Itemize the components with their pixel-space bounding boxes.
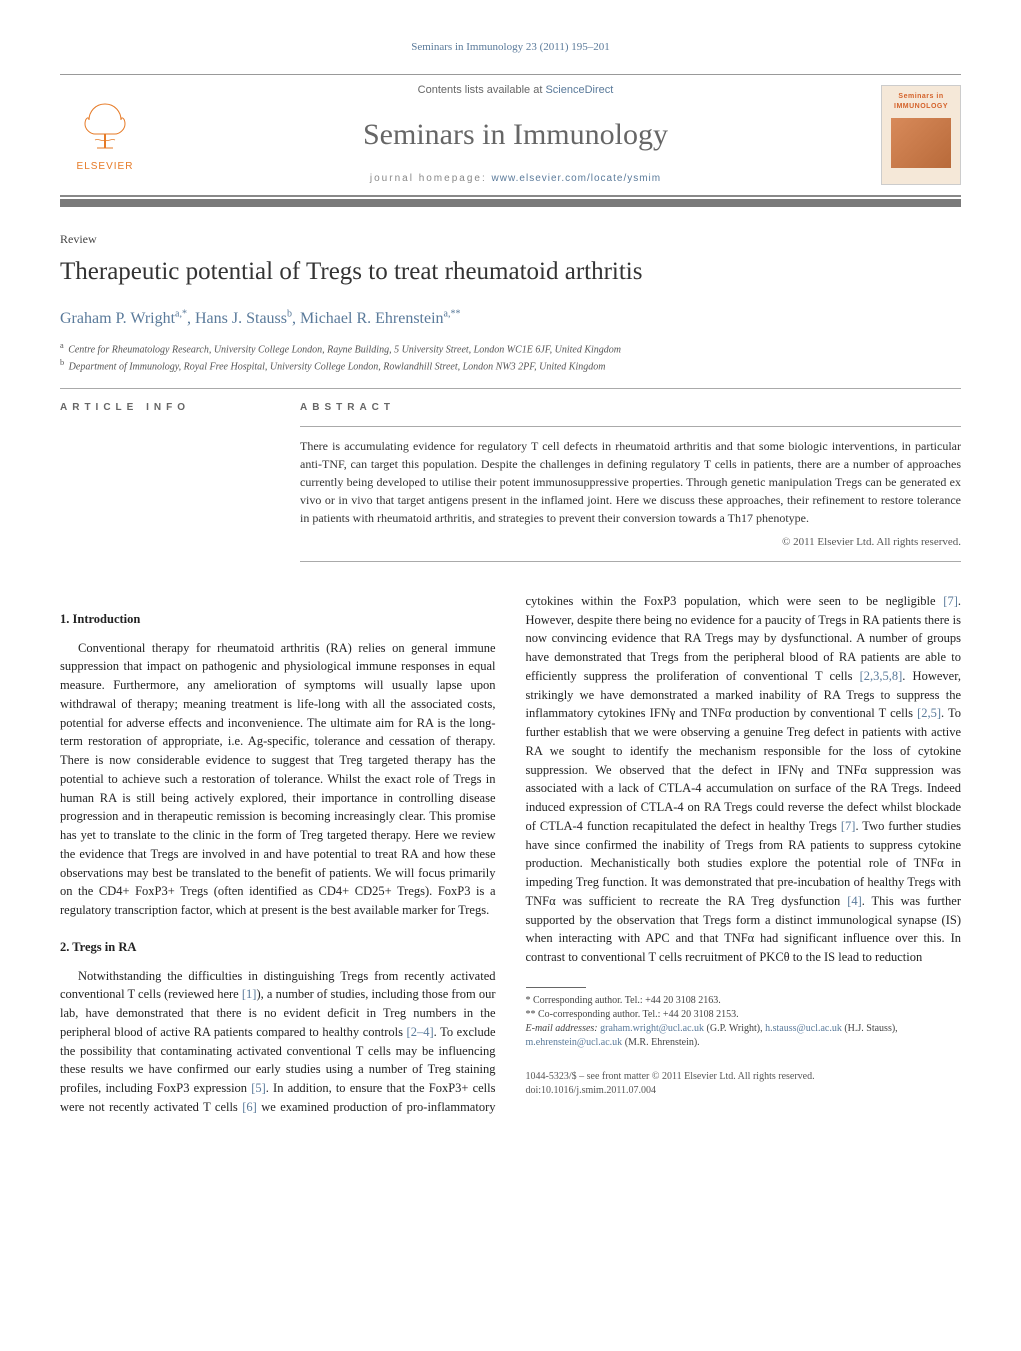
email-who-3: (M.R. Ehrenstein). <box>622 1037 700 1048</box>
article-info-column: ARTICLE INFO <box>60 389 300 561</box>
citation-link[interactable]: [1] <box>242 987 257 1001</box>
section-1-para: Conventional therapy for rheumatoid arth… <box>60 639 496 920</box>
article-title: Therapeutic potential of Tregs to treat … <box>60 254 961 290</box>
email-link-1[interactable]: graham.wright@ucl.ac.uk <box>600 1023 704 1034</box>
info-abstract-row: ARTICLE INFO ABSTRACT There is accumulat… <box>60 388 961 561</box>
citation-link[interactable]: [7] <box>841 819 856 833</box>
authors: Graham P. Wrighta,*, Hans J. Staussb, Mi… <box>60 307 961 330</box>
doi-line: doi:10.1016/j.smim.2011.07.004 <box>526 1084 962 1098</box>
footnote-rule <box>526 987 586 988</box>
abstract-copyright: © 2011 Elsevier Ltd. All rights reserved… <box>300 535 961 562</box>
contents-prefix: Contents lists available at <box>418 84 546 96</box>
affiliations: a Centre for Rheumatology Research, Univ… <box>60 340 961 375</box>
footnote-block: * Corresponding author. Tel.: +44 20 310… <box>526 987 962 1098</box>
cover-image-icon <box>891 118 951 168</box>
email-line: E-mail addresses: graham.wright@ucl.ac.u… <box>526 1022 962 1050</box>
email-label: E-mail addresses: <box>526 1023 601 1034</box>
email-link-2[interactable]: h.stauss@ucl.ac.uk <box>765 1023 842 1034</box>
masthead: ELSEVIER Contents lists available at Sci… <box>60 75 961 197</box>
affiliation: a Centre for Rheumatology Research, Univ… <box>60 340 961 357</box>
abstract-heading: ABSTRACT <box>300 401 961 427</box>
citation-link[interactable]: [2,3,5,8] <box>860 669 903 683</box>
homepage-line: journal homepage: www.elsevier.com/locat… <box>170 172 861 187</box>
running-head: Seminars in Immunology 23 (2011) 195–201 <box>60 40 961 56</box>
corr-author-2: ** Co-corresponding author. Tel.: +44 20… <box>526 1008 962 1022</box>
email-who-1: (G.P. Wright), <box>704 1023 765 1034</box>
contents-line: Contents lists available at ScienceDirec… <box>170 83 861 99</box>
abstract-column: ABSTRACT There is accumulating evidence … <box>300 389 961 561</box>
abstract-text: There is accumulating evidence for regul… <box>300 437 961 527</box>
affiliation: b Department of Immunology, Royal Free H… <box>60 357 961 374</box>
section-1-heading: 1. Introduction <box>60 610 496 629</box>
citation-link[interactable]: [6] <box>242 1100 257 1114</box>
journal-title: Seminars in Immunology <box>170 113 861 157</box>
elsevier-tree-icon <box>75 96 135 156</box>
footer: 1044-5323/$ – see front matter © 2011 El… <box>526 1070 962 1098</box>
citation-link[interactable]: [5] <box>251 1081 266 1095</box>
thick-rule <box>60 199 961 207</box>
article-info-heading: ARTICLE INFO <box>60 401 280 416</box>
corr-author-1: * Corresponding author. Tel.: +44 20 310… <box>526 994 962 1008</box>
publisher-name: ELSEVIER <box>77 160 134 175</box>
masthead-center: Contents lists available at ScienceDirec… <box>150 83 881 187</box>
homepage-prefix: journal homepage: <box>370 173 492 184</box>
sciencedirect-link[interactable]: ScienceDirect <box>545 84 613 96</box>
citation-link[interactable]: [4] <box>847 894 862 908</box>
journal-cover-thumb: Seminars in IMMUNOLOGY <box>881 85 961 185</box>
cover-label-bottom: IMMUNOLOGY <box>894 102 948 112</box>
issn-line: 1044-5323/$ – see front matter © 2011 El… <box>526 1070 962 1084</box>
body-text: 1. Introduction Conventional therapy for… <box>60 592 961 1117</box>
citation-link[interactable]: [7] <box>943 594 958 608</box>
citation-link[interactable]: [2,5] <box>917 706 941 720</box>
section-2-heading: 2. Tregs in RA <box>60 938 496 957</box>
footnotes: * Corresponding author. Tel.: +44 20 310… <box>526 994 962 1050</box>
email-link-3[interactable]: m.ehrenstein@ucl.ac.uk <box>526 1037 623 1048</box>
citation-link[interactable]: [2–4] <box>407 1025 434 1039</box>
cover-label-top: Seminars in <box>898 92 943 102</box>
article-type: Review <box>60 231 961 248</box>
publisher-logo-block: ELSEVIER <box>60 96 150 175</box>
email-who-2: (H.J. Stauss), <box>842 1023 898 1034</box>
homepage-link[interactable]: www.elsevier.com/locate/ysmim <box>492 173 662 184</box>
